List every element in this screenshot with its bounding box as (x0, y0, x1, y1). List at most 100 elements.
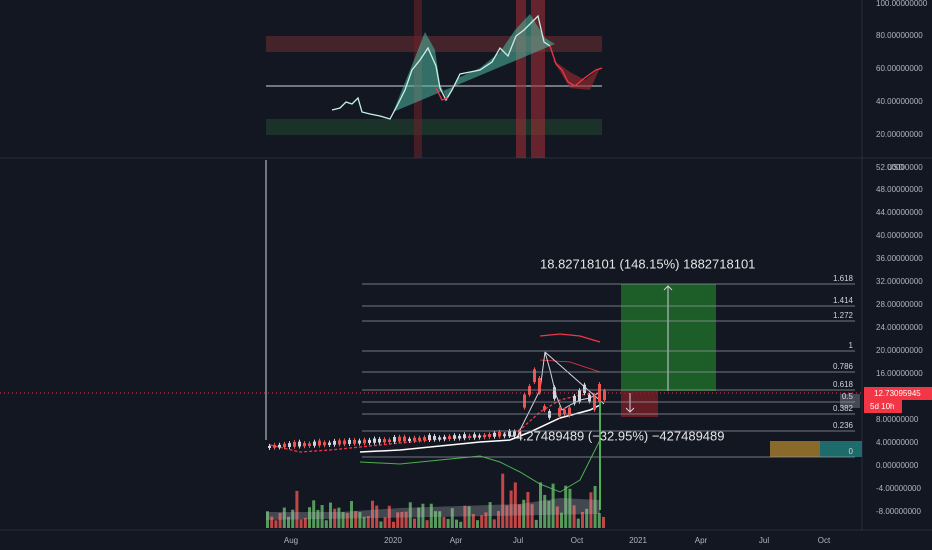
price-tag (864, 387, 932, 400)
volume-bar (295, 490, 299, 528)
y-axis-label: 40.00000000 (876, 97, 923, 106)
volume-bar (341, 512, 345, 528)
candle-body (583, 384, 586, 394)
main-pane (0, 160, 862, 510)
volume-bar (329, 502, 332, 528)
volume-bar (539, 482, 542, 528)
axis-marker (840, 394, 860, 408)
volume-bar (455, 519, 458, 528)
y-axis-label: 24.00000000 (876, 323, 923, 332)
volume-bar (316, 509, 320, 528)
fib-label: 0.618 (833, 380, 854, 389)
volume-bar (324, 520, 328, 528)
candle-body (478, 435, 481, 438)
volume-bar (501, 473, 505, 528)
candle-body (398, 436, 401, 442)
volume-bar (467, 506, 471, 528)
fib-label: 0.5 (842, 392, 854, 401)
candle-body (393, 436, 396, 442)
candle-body (578, 390, 581, 402)
candle-body (328, 442, 331, 445)
candle-body (418, 437, 421, 441)
y-axis-label: 80.00000000 (876, 31, 923, 40)
volume-bar (551, 483, 555, 528)
volume-bar (555, 506, 559, 528)
loss-label: −4.27489489 (−32.95%) −427489489 (508, 428, 725, 443)
candle-body (333, 440, 336, 445)
candle-body (443, 436, 446, 440)
gain-label: 18.82718101 (148.15%) 1882718101 (540, 256, 755, 271)
candles (268, 367, 606, 450)
volume-bar (312, 500, 316, 528)
candle-body (338, 440, 341, 445)
volume-bar (576, 518, 580, 528)
volume-bar (492, 519, 496, 528)
volume-bar (287, 516, 290, 528)
volume-bar (602, 516, 605, 528)
candle-body (428, 435, 431, 440)
candle-body (528, 386, 531, 395)
y-axis-label: 8.00000000 (876, 415, 919, 424)
candle-body (323, 442, 326, 446)
volume-bar (471, 514, 475, 528)
volume-bar (560, 512, 563, 528)
candle-body (368, 439, 371, 443)
candle-body (493, 432, 496, 437)
volume-bar (446, 518, 450, 528)
fib-label: 1.618 (833, 274, 854, 283)
candle-body (318, 440, 321, 446)
fib-label: 0.786 (833, 362, 854, 371)
volume-bar (476, 520, 479, 528)
candle-body (353, 439, 356, 444)
volume-bar (429, 503, 433, 528)
y-axis-label: 28.00000000 (876, 300, 923, 309)
volume-bar (421, 503, 425, 528)
candle-body (413, 437, 416, 441)
y-axis-label: 16.00000000 (876, 369, 923, 378)
volume-bar (379, 521, 383, 528)
y-axis-label: 20.00000000 (876, 130, 923, 139)
x-axis-label: 2021 (629, 536, 647, 545)
volume-bar (425, 520, 429, 528)
candle-body (383, 439, 386, 443)
volume-bar (358, 512, 362, 528)
time-box (770, 441, 820, 457)
y-axis-label: 32.00000000 (876, 277, 923, 286)
candle-body (593, 396, 596, 410)
y-axis-label: -8.00000000 (876, 507, 921, 516)
band-line (539, 359, 601, 373)
candle-body (548, 411, 551, 418)
volume-bar (404, 511, 408, 528)
candle-body (298, 441, 301, 447)
candle-body (293, 441, 296, 447)
currency-label: USD (887, 163, 904, 172)
y-axis-label: 100.00000000 (876, 0, 928, 8)
candle-body (313, 441, 316, 446)
candle-body (403, 436, 406, 442)
volume-bar (371, 500, 374, 528)
candle-body (603, 390, 606, 401)
y-axis-label: 48.00000000 (876, 185, 923, 194)
candle-body (568, 407, 571, 416)
oversold-band (266, 119, 602, 135)
x-axis-label: Jul (759, 536, 769, 545)
volume-bar (530, 504, 534, 528)
volume-bar (564, 485, 568, 528)
highlight-bar (516, 0, 526, 158)
volume-bar (350, 500, 353, 528)
x-axis-label: Apr (450, 536, 463, 545)
candle-body (498, 431, 501, 437)
fib-label: 1 (849, 341, 854, 350)
volume-bar (299, 519, 303, 528)
oscillator-line (331, 14, 551, 120)
candle-body (363, 439, 366, 444)
candle-body (268, 445, 271, 448)
candle-body (558, 408, 561, 417)
volume-ma (266, 498, 600, 520)
volume-bar (450, 508, 454, 528)
volume-bar (589, 492, 593, 528)
candle-body (423, 437, 426, 441)
y-axis-label: 4.00000000 (876, 438, 919, 447)
candle-body (373, 438, 376, 443)
volume-bar (387, 505, 391, 528)
